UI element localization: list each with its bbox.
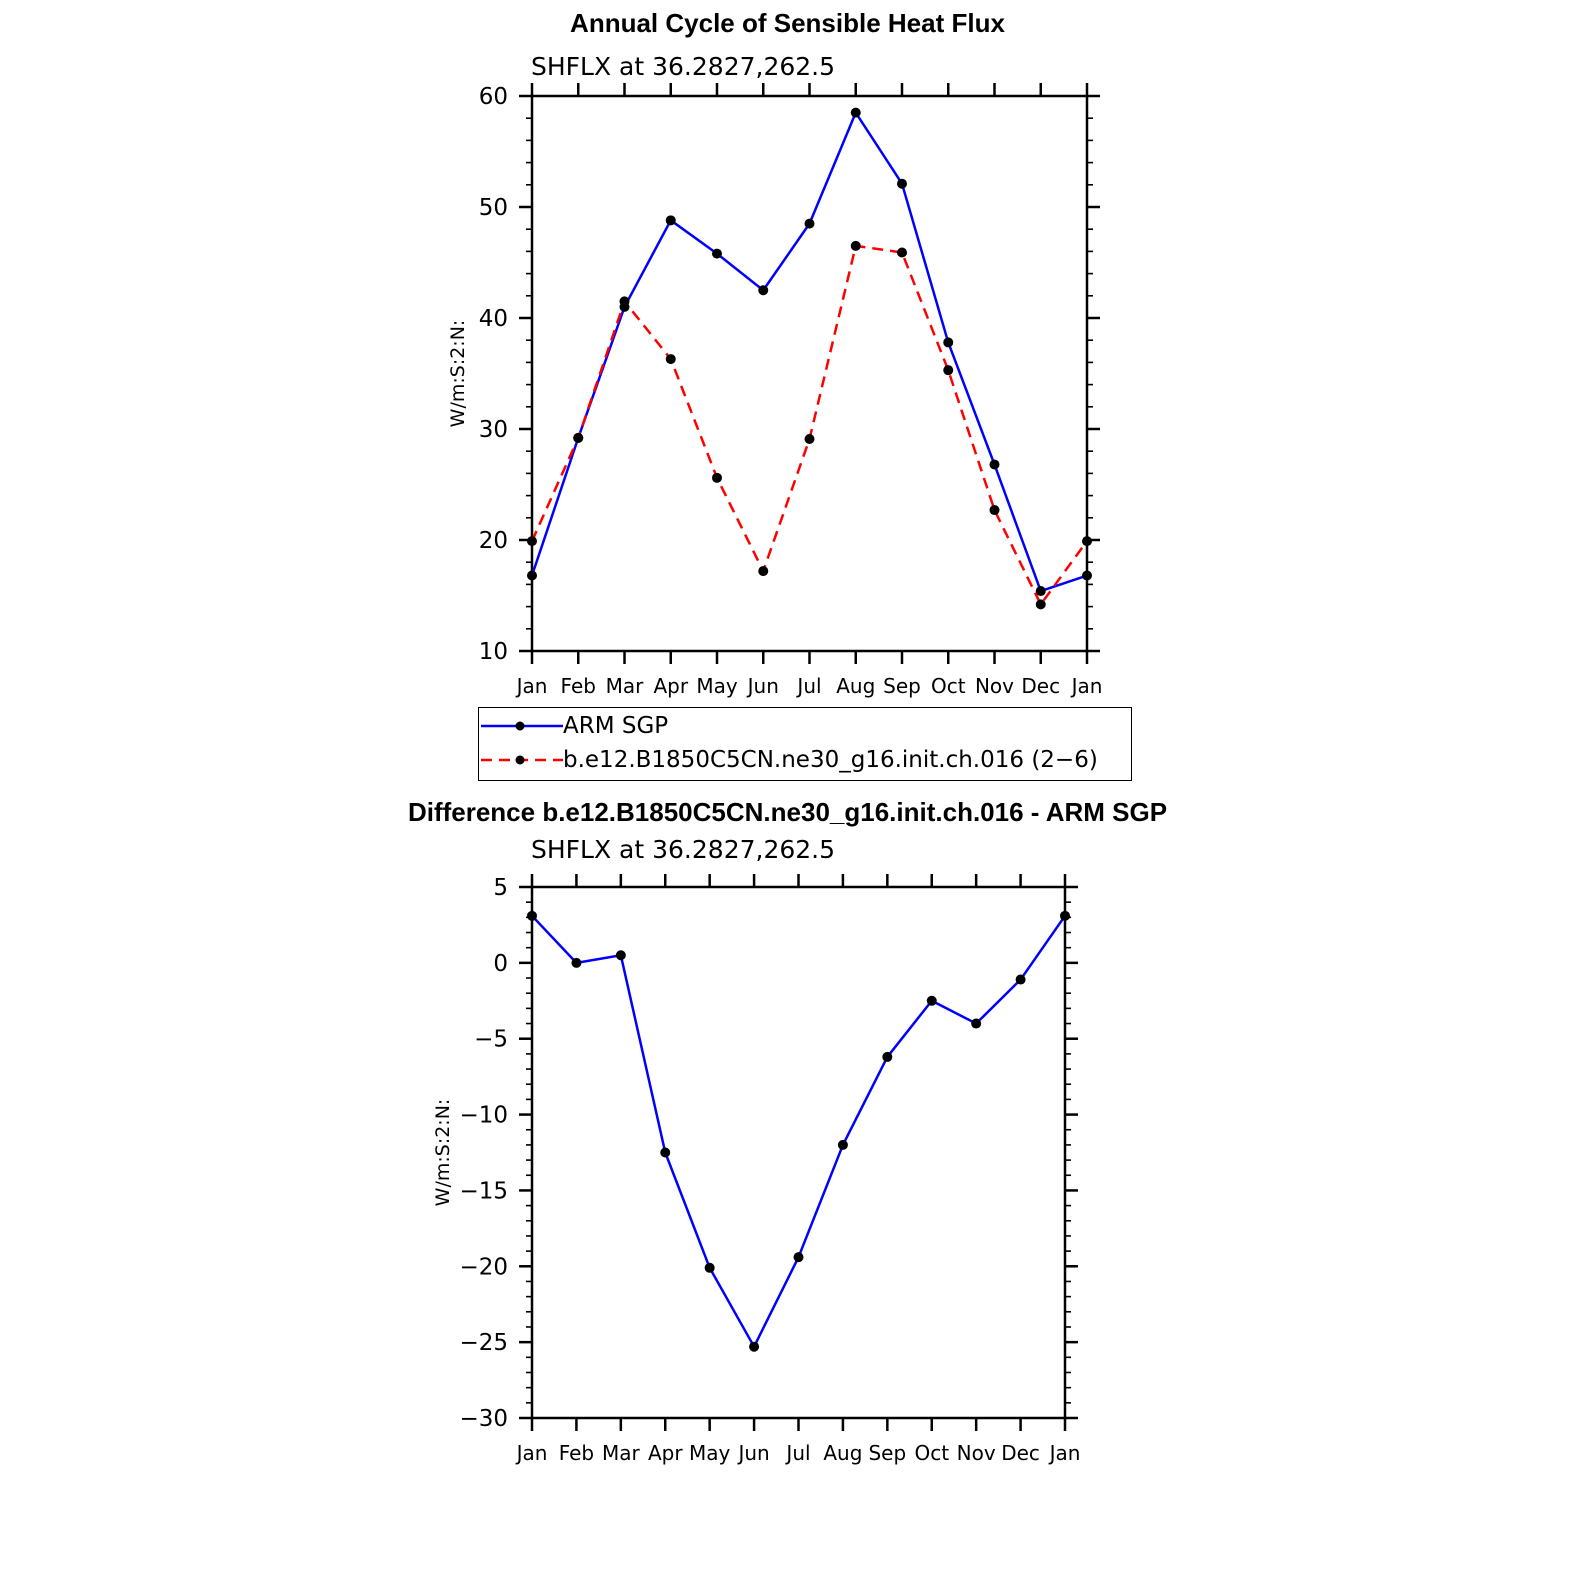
chart-1-series-1-point bbox=[1035, 586, 1046, 597]
chart-1-series-1-point bbox=[527, 570, 537, 581]
chart-1-y-tick-label: 30 bbox=[479, 417, 508, 443]
chart-1-title: Annual Cycle of Sensible Heat Flux bbox=[570, 8, 1005, 38]
chart-1-series-1-point bbox=[758, 285, 769, 296]
chart-2-series-1-point bbox=[837, 1139, 848, 1150]
chart-1-plot: 10 20 30 40 50 60 Jan Feb Mar Apr May Jun Jul Aug Sep O… bbox=[447, 83, 1103, 698]
chart-1-x-tick-label: Mar bbox=[606, 674, 645, 698]
chart-1-series-2-point bbox=[619, 296, 630, 307]
chart-2-series-1-point bbox=[615, 950, 626, 961]
chart-2-y-tick-label: 0 bbox=[493, 951, 508, 977]
chart-2-x-tick-label: Jun bbox=[736, 1441, 769, 1465]
legend-swatch-model bbox=[481, 755, 563, 765]
chart-1-x-tick-label: Sep bbox=[883, 674, 921, 698]
chart-2-x-tick-label: Oct bbox=[914, 1441, 949, 1465]
chart-2-series-1-point bbox=[971, 1018, 982, 1029]
chart-1-series-1-point bbox=[665, 215, 676, 226]
chart-2-x-tick-label: Sep bbox=[868, 1441, 906, 1465]
legend-label-arm-sgp: ARM SGP bbox=[563, 713, 669, 739]
chart-1-series-2-point bbox=[1035, 599, 1046, 610]
chart-2-x-tick-label: Aug bbox=[823, 1441, 862, 1465]
chart-1-series-2-point bbox=[897, 247, 907, 258]
chart-1-series-2-point bbox=[804, 433, 815, 444]
chart-1-y-tick-label: 10 bbox=[479, 639, 508, 665]
chart-2-y-tick-label: 5 bbox=[493, 875, 508, 901]
chart-1-y-tick-label: 40 bbox=[479, 306, 508, 332]
chart-2-series-1-point bbox=[749, 1341, 760, 1352]
chart-2-y-tick-label: −20 bbox=[459, 1254, 508, 1280]
chart-2-x-tick-label: Jan bbox=[1048, 1441, 1081, 1465]
chart-1-x-tick-label: Jan bbox=[515, 674, 548, 698]
chart-2-series-1-point bbox=[704, 1262, 715, 1273]
chart-2-series-1-point bbox=[1015, 974, 1026, 985]
chart-2-series-1-point bbox=[660, 1147, 671, 1158]
chart-1-series-2-point bbox=[527, 536, 537, 547]
chart-1-x-tick-label: Oct bbox=[931, 674, 966, 698]
chart-2-series-1-point bbox=[527, 910, 537, 921]
chart-2-plot-frame bbox=[530, 885, 1067, 1420]
chart-2-series-1-point bbox=[926, 995, 937, 1006]
chart-2-series-1-point bbox=[882, 1051, 893, 1062]
chart-2-x-tick-label: Feb bbox=[559, 1441, 594, 1465]
chart-1-series-1-point bbox=[850, 107, 861, 118]
chart-1-x-tick-label: Feb bbox=[561, 674, 596, 698]
chart-1-series-2-point bbox=[712, 472, 722, 483]
chart-1-x-tick-label: Nov bbox=[975, 674, 1014, 698]
chart-2-series-1-point bbox=[571, 957, 582, 968]
chart-2-x-tick-label: May bbox=[689, 1441, 731, 1465]
chart-2-subtitle: SHFLX at 36.2827,262.5 bbox=[531, 835, 836, 864]
chart-2-series-1-line bbox=[531, 914, 1067, 1348]
chart-1-series-2-point bbox=[758, 566, 769, 577]
legend-item-arm-sgp: ARM SGP bbox=[479, 710, 668, 742]
chart-1-x-tick-label: May bbox=[696, 674, 738, 698]
chart-2-x-tick-label: Nov bbox=[957, 1441, 996, 1465]
chart-1-series-2-point bbox=[850, 240, 861, 251]
chart-1-y-tick-label: 20 bbox=[479, 528, 508, 554]
chart-2-series-1-point bbox=[793, 1252, 804, 1263]
chart-2-y-tick-label: −25 bbox=[459, 1330, 508, 1356]
chart-2-y-tick-label: −15 bbox=[459, 1178, 508, 1204]
legend-swatch-arm-sgp bbox=[481, 721, 563, 731]
chart-1-series-2-point bbox=[665, 354, 676, 365]
chart-1-x-tick-label: Jul bbox=[795, 674, 821, 698]
legend-label-model: b.e12.B1850C5CN.ne30_g16.init.ch.016 (2−… bbox=[563, 747, 1098, 773]
chart-1-series-1-point bbox=[897, 178, 907, 189]
chart-1-x-tick-label: Aug bbox=[836, 674, 875, 698]
chart-2-x-tick-label: Apr bbox=[648, 1441, 683, 1465]
chart-1-x-tick-label: Jan bbox=[1070, 674, 1103, 698]
chart-2-y-tick-label: −5 bbox=[474, 1027, 508, 1053]
chart-1-series-2-point bbox=[943, 365, 954, 376]
chart-1-x-tick-label: Jun bbox=[746, 674, 779, 698]
legend-item-model: b.e12.B1850C5CN.ne30_g16.init.ch.016 (2−… bbox=[479, 744, 1098, 776]
chart-1-series-1-point bbox=[989, 459, 1000, 470]
chart-2-y-axis-label: W/m:S:2:N: bbox=[432, 1099, 454, 1207]
chart-1-y-tick-label: 60 bbox=[479, 84, 508, 110]
chart-1-series-2-point bbox=[1082, 536, 1092, 547]
chart-1-subtitle: SHFLX at 36.2827,262.5 bbox=[531, 52, 836, 81]
chart-2-series-1-point bbox=[1060, 910, 1070, 921]
chart-1-y-axis-label: W/m:S:2:N: bbox=[447, 320, 469, 428]
chart-1-series-1-point bbox=[1082, 570, 1092, 581]
chart-1-y-tick-label: 50 bbox=[479, 195, 508, 221]
chart-2-x-tick-label: Jul bbox=[784, 1441, 810, 1465]
chart-1-series-2-point bbox=[989, 505, 1000, 516]
chart-2-x-tick-label: Mar bbox=[602, 1441, 641, 1465]
chart-2-title: Difference b.e12.B1850C5CN.ne30_g16.init… bbox=[407, 797, 1168, 827]
chart-1-series-2-point bbox=[573, 432, 584, 443]
chart-2-y-tick-label: −30 bbox=[459, 1406, 508, 1432]
chart-2-x-tick-label: Jan bbox=[515, 1441, 548, 1465]
chart-1-x-tick-label: Apr bbox=[653, 674, 688, 698]
chart-1-x-tick-label: Dec bbox=[1021, 674, 1060, 698]
chart-1-series-1-point bbox=[943, 337, 954, 348]
chart-1-series-1-point bbox=[804, 218, 815, 229]
chart-2-y-tick-label: −10 bbox=[459, 1103, 508, 1129]
chart-1-legend: ARM SGP b.e12.B1850C5CN.ne30_g16.init.ch… bbox=[478, 707, 1132, 781]
chart-1-series-1-point bbox=[712, 248, 722, 259]
chart-2-x-tick-label: Dec bbox=[1001, 1441, 1040, 1465]
